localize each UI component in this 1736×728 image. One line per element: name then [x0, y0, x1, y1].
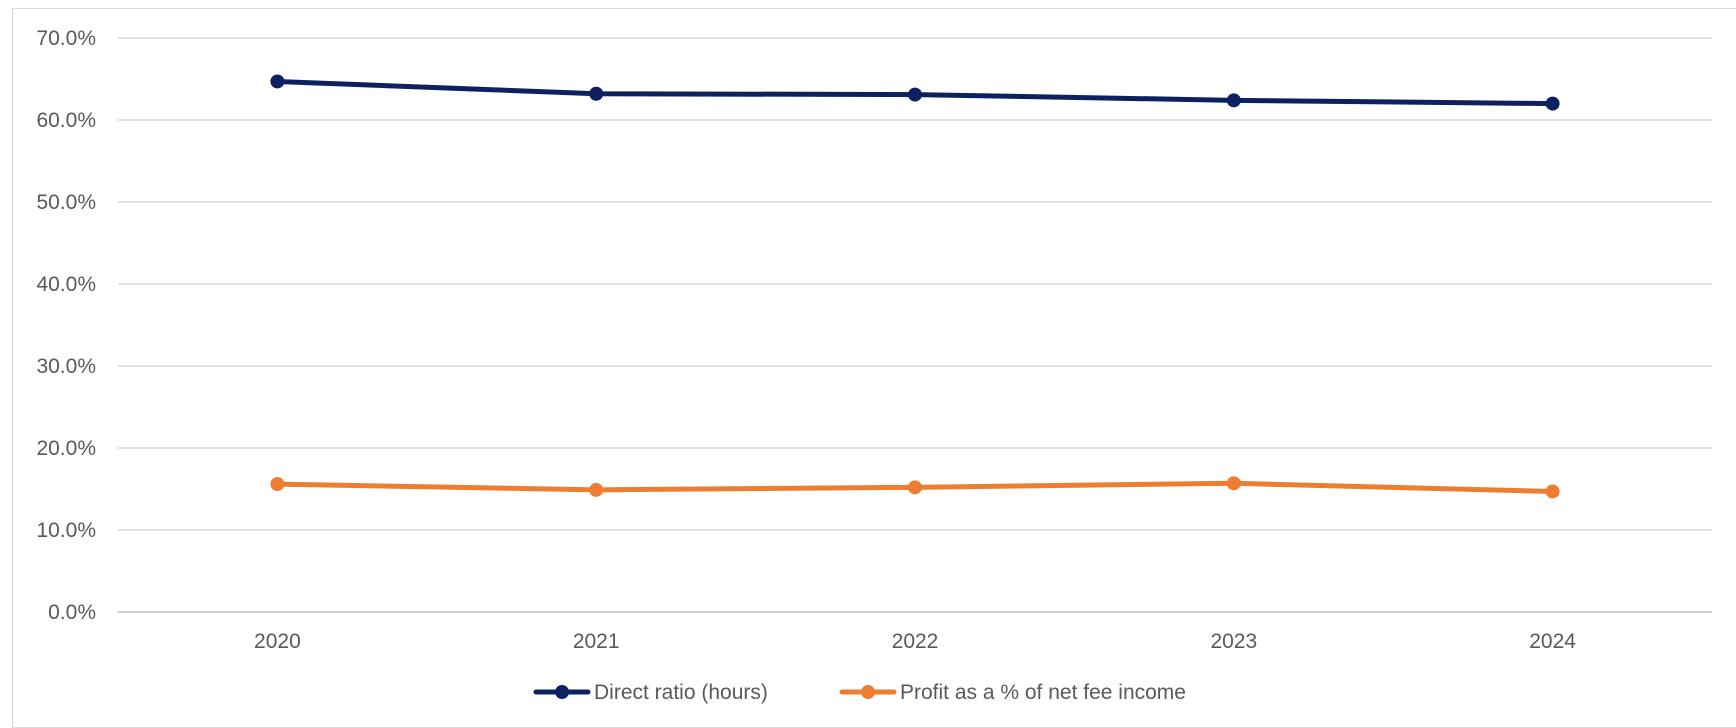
x-tick-label: 2024: [1529, 630, 1576, 653]
legend: Direct ratio (hours) Profit as a % of net…: [533, 681, 1186, 704]
legend-item: Profit as a % of net fee income: [839, 681, 1186, 704]
chart-frame: [12, 8, 1736, 728]
y-tick-label: 70.0%: [36, 27, 96, 50]
y-tick-label: 20.0%: [36, 437, 96, 460]
x-tick-label: 2020: [254, 630, 301, 653]
data-point: [1226, 476, 1241, 491]
legend-label: Direct ratio (hours): [594, 681, 768, 704]
data-point: [589, 86, 604, 101]
y-tick-label: 30.0%: [36, 355, 96, 378]
data-point: [908, 87, 922, 102]
data-point: [1545, 96, 1560, 111]
data-point: [589, 482, 604, 497]
x-tick-label: 2023: [1210, 630, 1257, 653]
legend-swatch-marker: [861, 685, 875, 699]
x-axis: 2020 2021 2022 2023 2024: [254, 630, 1576, 653]
data-point: [270, 477, 285, 492]
legend-swatch-marker: [555, 685, 569, 699]
series-2: [270, 476, 1560, 499]
y-tick-label: 50.0%: [36, 191, 96, 214]
data-point: [908, 480, 922, 495]
y-tick-label: 0.0%: [48, 601, 96, 624]
series-group: [270, 74, 1560, 499]
gridlines: [118, 37, 1712, 613]
y-tick-label: 10.0%: [36, 519, 96, 542]
x-tick-label: 2021: [573, 630, 620, 653]
legend-item: Direct ratio (hours): [533, 681, 768, 704]
y-axis: 0.0% 10.0% 20.0% 30.0% 40.0% 50.0% 60.0% 70.0%: [36, 27, 96, 624]
data-point: [270, 74, 285, 89]
y-tick-label: 40.0%: [36, 273, 96, 296]
legend-label: Profit as a % of net fee income: [900, 681, 1186, 704]
series-1: [270, 74, 1560, 111]
y-tick-label: 60.0%: [36, 109, 96, 132]
x-tick-label: 2022: [892, 630, 939, 653]
data-point: [1226, 93, 1241, 108]
data-point: [1545, 484, 1560, 499]
